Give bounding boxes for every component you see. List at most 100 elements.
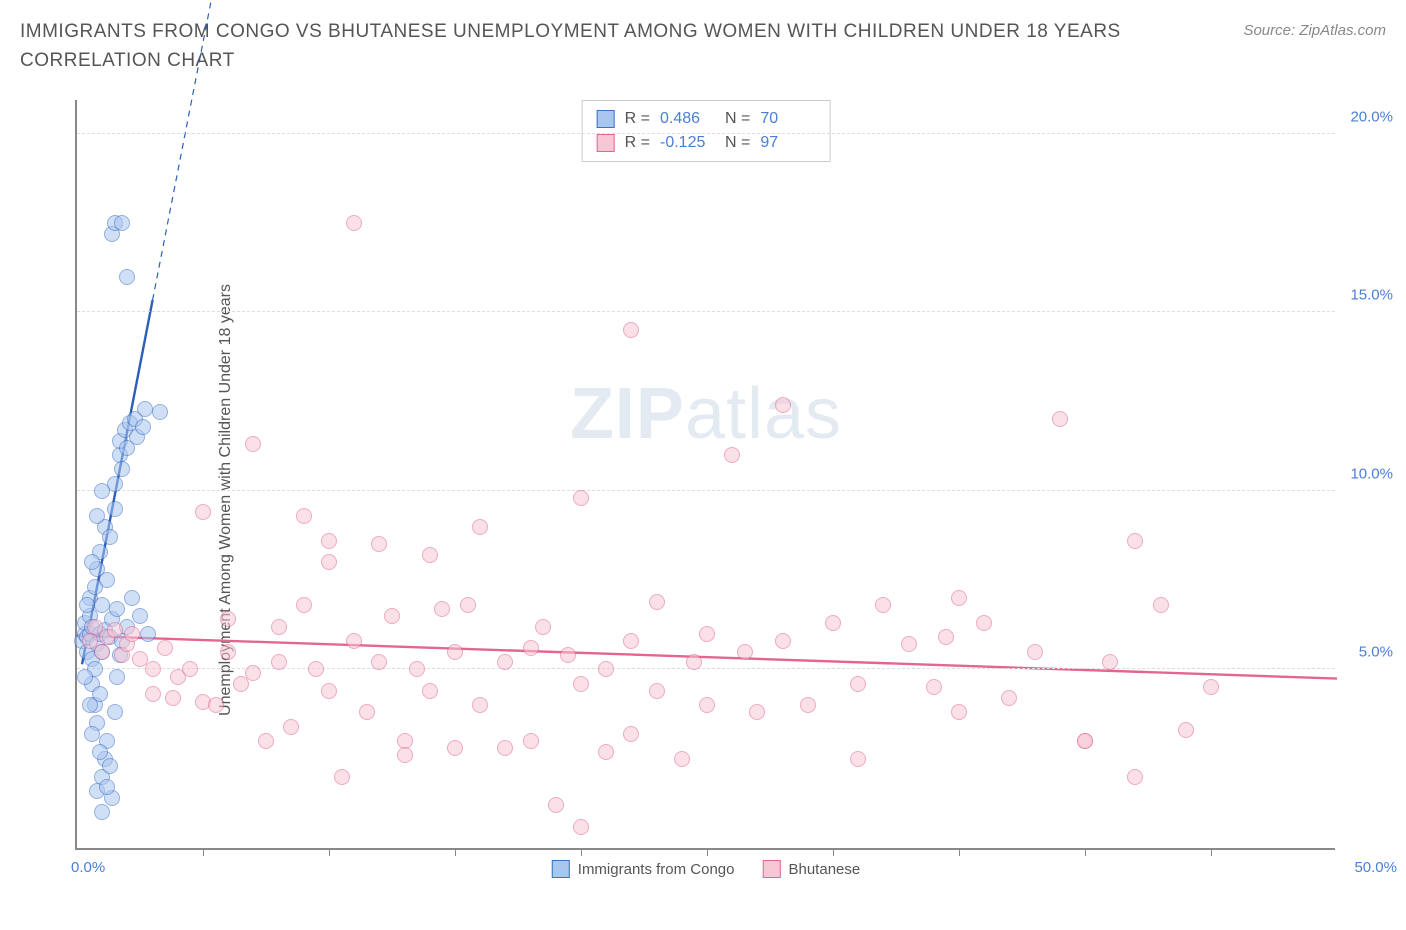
data-point [102, 758, 118, 774]
y-tick-label: 5.0% [1359, 644, 1393, 661]
data-point [422, 547, 438, 563]
data-point [346, 215, 362, 231]
data-point [775, 397, 791, 413]
y-tick-label: 10.0% [1350, 465, 1393, 482]
chart-title: IMMIGRANTS FROM CONGO VS BHUTANESE UNEMP… [20, 18, 1160, 75]
x-tick [959, 848, 960, 856]
data-point [84, 726, 100, 742]
data-point [114, 461, 130, 477]
data-point [109, 669, 125, 685]
data-point [573, 819, 589, 835]
data-point [109, 601, 125, 617]
data-point [460, 597, 476, 613]
data-point [114, 215, 130, 231]
data-point [89, 508, 105, 524]
data-point [674, 751, 690, 767]
data-point [94, 483, 110, 499]
watermark: ZIPatlas [570, 373, 842, 455]
data-point [296, 508, 312, 524]
x-tick [707, 848, 708, 856]
data-point [649, 683, 665, 699]
data-point [560, 647, 576, 663]
data-point [472, 697, 488, 713]
data-point [1203, 679, 1219, 695]
data-point [145, 661, 161, 677]
data-point [321, 554, 337, 570]
data-point [1027, 644, 1043, 660]
gridline [77, 668, 1335, 669]
swatch-bhutanese [597, 134, 615, 152]
x-axis-min-label: 0.0% [71, 859, 105, 876]
data-point [94, 597, 110, 613]
x-tick [833, 848, 834, 856]
data-point [573, 490, 589, 506]
data-point [951, 590, 967, 606]
data-point [371, 536, 387, 552]
data-point [1127, 769, 1143, 785]
data-point [737, 644, 753, 660]
data-point [409, 661, 425, 677]
gridline [77, 311, 1335, 312]
r-value-bhutanese: -0.125 [660, 131, 715, 155]
data-point [334, 769, 350, 785]
x-axis-max-label: 50.0% [1354, 859, 1397, 876]
stats-row-congo: R = 0.486 N = 70 [597, 107, 816, 131]
data-point [699, 697, 715, 713]
data-point [308, 661, 324, 677]
data-point [938, 629, 954, 645]
data-point [124, 626, 140, 642]
data-point [107, 501, 123, 517]
legend-swatch-congo [552, 860, 570, 878]
data-point [145, 686, 161, 702]
legend-item-bhutanese: Bhutanese [762, 860, 860, 878]
data-point [79, 597, 95, 613]
data-point [220, 611, 236, 627]
swatch-congo [597, 110, 615, 128]
data-point [1153, 597, 1169, 613]
x-tick [329, 848, 330, 856]
scatter-plot: ZIPatlas R = 0.486 N = 70 R = -0.125 N =… [75, 100, 1335, 850]
x-tick [455, 848, 456, 856]
data-point [1127, 533, 1143, 549]
data-point [434, 601, 450, 617]
data-point [119, 269, 135, 285]
x-tick [203, 848, 204, 856]
data-point [1077, 733, 1093, 749]
x-tick [1211, 848, 1212, 856]
data-point [548, 797, 564, 813]
data-point [472, 519, 488, 535]
data-point [102, 529, 118, 545]
data-point [497, 740, 513, 756]
y-tick-label: 20.0% [1350, 108, 1393, 125]
data-point [800, 697, 816, 713]
data-point [94, 644, 110, 660]
legend-item-congo: Immigrants from Congo [552, 860, 735, 878]
series-legend: Immigrants from Congo Bhutanese [552, 860, 860, 878]
data-point [208, 697, 224, 713]
data-point [99, 779, 115, 795]
data-point [99, 572, 115, 588]
data-point [245, 665, 261, 681]
data-point [875, 597, 891, 613]
data-point [283, 719, 299, 735]
data-point [901, 636, 917, 652]
data-point [447, 740, 463, 756]
chart-container: Unemployment Among Women with Children U… [20, 90, 1386, 910]
data-point [497, 654, 513, 670]
data-point [699, 626, 715, 642]
data-point [850, 751, 866, 767]
legend-label-congo: Immigrants from Congo [578, 861, 735, 878]
data-point [850, 676, 866, 692]
chart-source: Source: ZipAtlas.com [1243, 22, 1386, 39]
data-point [1102, 654, 1118, 670]
data-point [749, 704, 765, 720]
data-point [271, 654, 287, 670]
data-point [926, 679, 942, 695]
data-point [321, 533, 337, 549]
data-point [523, 733, 539, 749]
data-point [321, 683, 337, 699]
data-point [523, 640, 539, 656]
r-value-congo: 0.486 [660, 107, 715, 131]
data-point [195, 504, 211, 520]
data-point [1001, 690, 1017, 706]
